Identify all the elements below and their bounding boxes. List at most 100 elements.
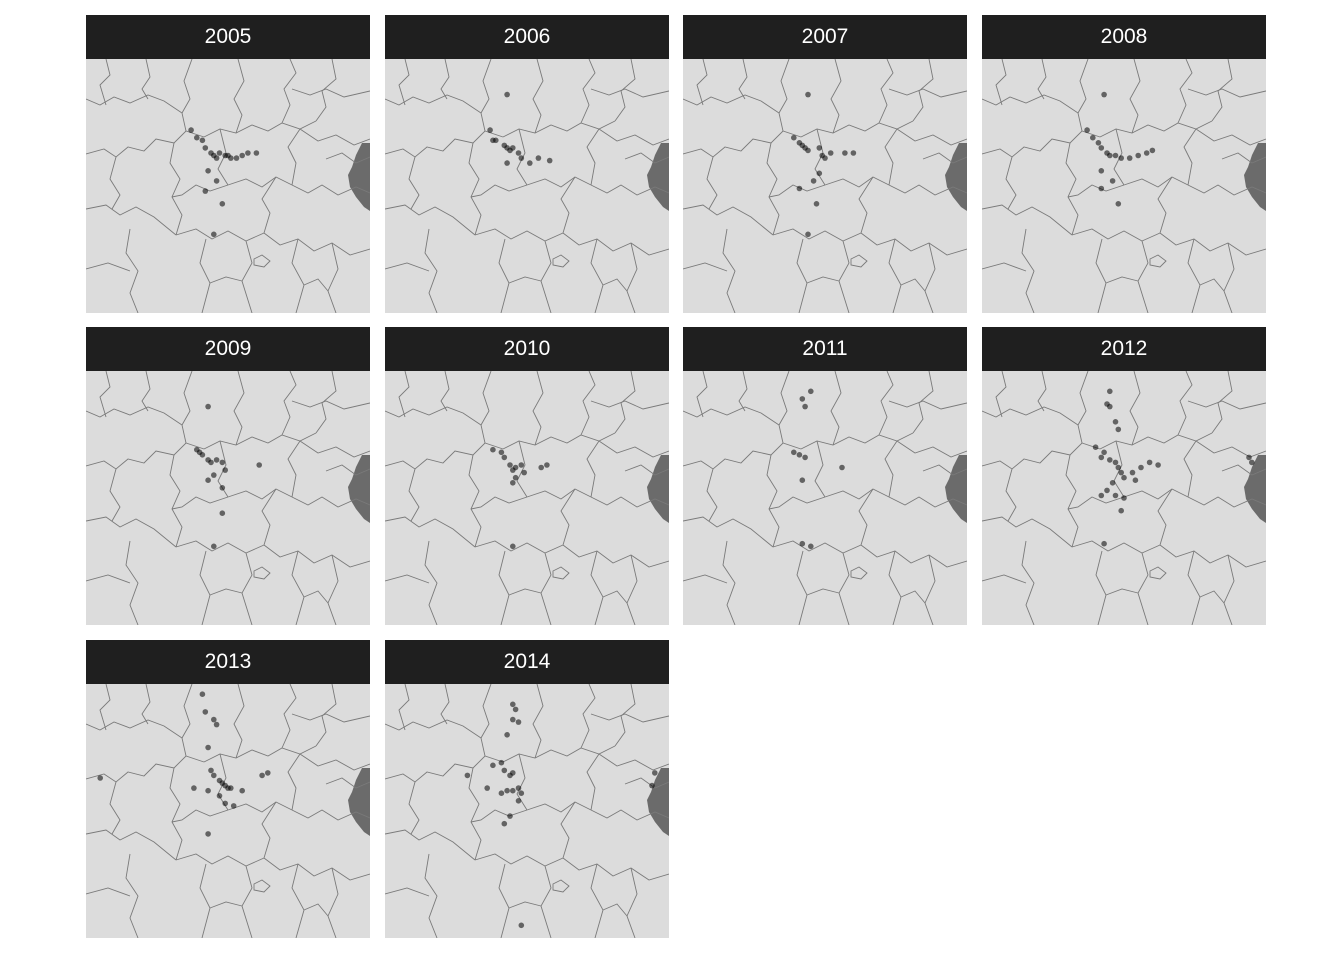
event-point: [1118, 507, 1124, 514]
boundary-line: [1065, 142, 1079, 236]
boundary-line: [1149, 254, 1167, 268]
event-point: [1115, 426, 1122, 433]
event-point: [515, 798, 522, 804]
boundary-line: [99, 684, 111, 731]
facet-strip-2006: 2006: [385, 15, 669, 59]
event-point: [199, 452, 206, 458]
boundary-line: [1183, 440, 1197, 498]
event-point: [194, 134, 200, 141]
boundary-line: [1037, 371, 1047, 412]
event-point: [515, 785, 522, 791]
boundary-line: [291, 713, 370, 723]
map-svg: [385, 684, 669, 938]
water-region: [348, 143, 370, 211]
boundary-line: [424, 228, 438, 313]
boundary-line: [590, 88, 669, 98]
boundary-line: [281, 684, 297, 749]
boundary-line: [982, 406, 1079, 426]
boundary-line: [516, 128, 528, 186]
boundary-line: [888, 184, 967, 196]
boundary-line: [109, 781, 121, 835]
event-point: [219, 510, 226, 516]
boundary-line: [1199, 278, 1225, 292]
boundary-line: [888, 88, 967, 98]
boundary-line: [706, 468, 718, 522]
event-point: [222, 467, 228, 473]
boundary-line: [291, 400, 370, 410]
event-point: [515, 719, 522, 725]
facet-panel-2007: 2007: [683, 15, 967, 313]
boundary-line: [1005, 468, 1017, 522]
boundary-line: [1113, 440, 1125, 498]
event-point: [498, 790, 505, 796]
boundary-line: [896, 128, 967, 146]
boundary-line: [696, 59, 708, 106]
boundary-line: [263, 232, 370, 256]
event-point: [222, 800, 228, 807]
event-point: [208, 459, 214, 466]
boundary-line: [1149, 566, 1167, 580]
map-svg: [982, 59, 1266, 313]
boundary-line: [199, 863, 211, 938]
event-point: [839, 464, 845, 471]
boundary-line: [385, 574, 430, 584]
boundary-line: [99, 371, 111, 418]
water-region: [647, 455, 669, 523]
event-point: [802, 403, 808, 410]
event-point: [1092, 444, 1099, 450]
event-point: [546, 157, 553, 164]
event-points: [1092, 388, 1255, 547]
boundary-line: [806, 276, 840, 284]
boundary-line: [281, 59, 297, 124]
event-point: [1095, 140, 1102, 146]
boundary-line: [291, 184, 370, 196]
boundary-line: [1071, 540, 1161, 554]
boundary-line: [552, 254, 570, 268]
boundary-line: [562, 544, 669, 568]
boundary-line: [683, 442, 802, 470]
boundary-line: [303, 590, 329, 604]
boundary-line: [233, 59, 245, 134]
boundary-line: [830, 59, 842, 134]
boundary-line: [722, 540, 736, 625]
boundary-line: [912, 371, 934, 434]
event-point: [1132, 477, 1139, 483]
boundary-line: [474, 540, 564, 554]
event-point: [233, 155, 240, 161]
event-point: [239, 787, 245, 794]
boundary-line: [125, 853, 139, 938]
boundary-line: [424, 853, 438, 938]
event-point: [510, 480, 516, 486]
event-point: [1149, 147, 1156, 154]
event-point: [213, 155, 220, 161]
boundary-line: [706, 156, 718, 210]
water-region: [348, 455, 370, 523]
boundary-line: [502, 432, 616, 450]
event-point: [188, 127, 194, 133]
boundary-line: [199, 238, 211, 313]
event-point: [1118, 155, 1124, 161]
event-point: [228, 155, 234, 161]
boundary-line: [738, 59, 748, 100]
event-point: [211, 543, 217, 550]
event-point: [202, 188, 209, 194]
boundary-line: [181, 59, 193, 132]
event-point: [1112, 419, 1119, 425]
boundary-line: [602, 278, 628, 292]
map-area-2006: [385, 59, 669, 313]
boundary-line: [888, 238, 902, 313]
boundary-line: [540, 865, 552, 938]
facet-panel-2012: 2012: [982, 327, 1266, 625]
boundary-line: [1129, 59, 1141, 134]
event-points: [791, 91, 857, 238]
boundary-line: [169, 767, 183, 861]
event-point: [205, 831, 211, 837]
boundary-line: [508, 901, 542, 909]
boundary-line: [253, 254, 271, 268]
boundary-line: [398, 684, 410, 731]
event-point: [518, 155, 525, 161]
boundary-line: [896, 440, 967, 458]
boundary-line: [540, 552, 552, 625]
boundary-line: [982, 94, 1079, 114]
boundary-line: [227, 488, 293, 500]
